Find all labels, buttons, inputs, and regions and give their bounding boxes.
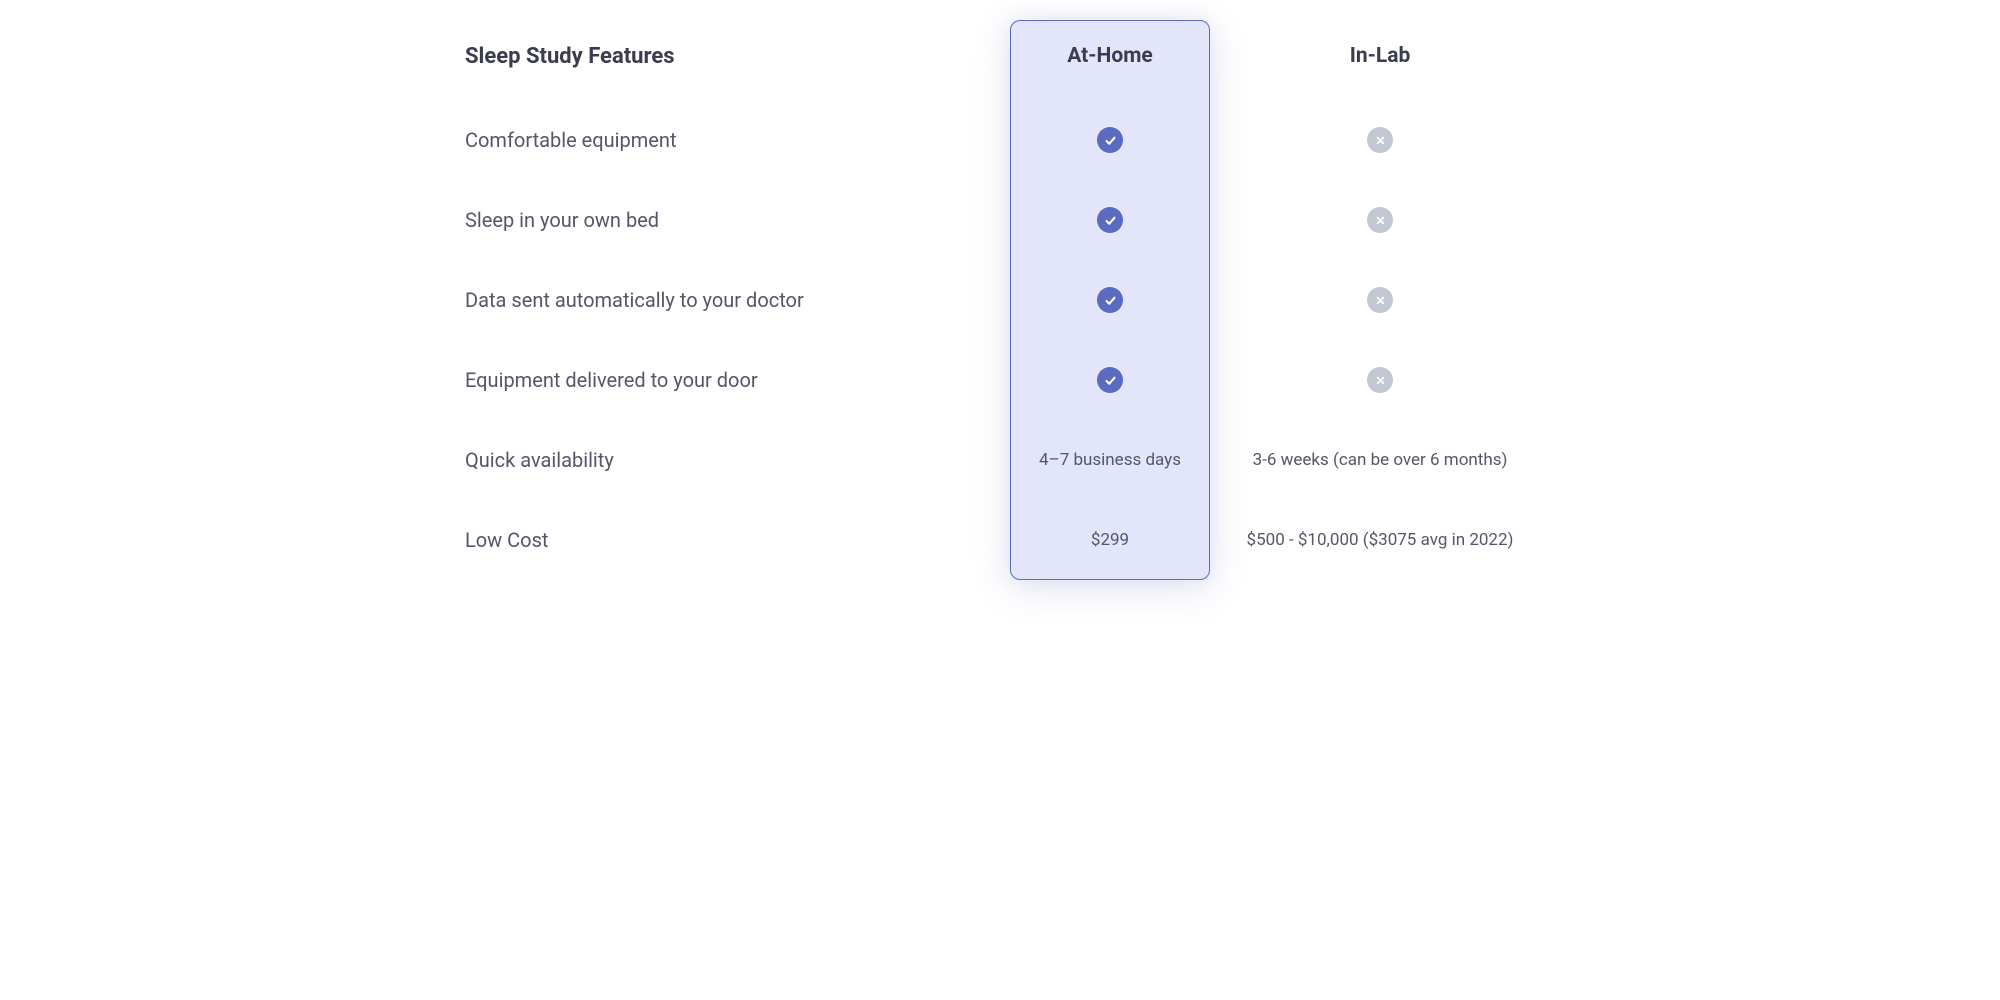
feature-label: Quick availability	[450, 448, 1010, 472]
comparison-table: Sleep Study Features At-Home In-Lab Comf…	[450, 20, 1550, 580]
in-lab-cell	[1210, 207, 1550, 233]
table-row: Quick availability 4–7 business days 3-6 w…	[450, 420, 1550, 500]
table-row: Low Cost $299 $500 - $10,000 ($3075 avg in…	[450, 500, 1550, 580]
check-icon	[1097, 287, 1123, 313]
cross-icon	[1367, 367, 1393, 393]
header-features: Sleep Study Features	[450, 44, 1010, 69]
at-home-cell	[1010, 367, 1210, 393]
at-home-cell: $299	[1010, 529, 1210, 552]
in-lab-cell	[1210, 287, 1550, 313]
header-at-home: At-Home	[1010, 44, 1210, 68]
check-icon	[1097, 127, 1123, 153]
table-row: Data sent automatically to your doctor	[450, 260, 1550, 340]
table-header-row: Sleep Study Features At-Home In-Lab	[450, 20, 1550, 100]
table-row: Equipment delivered to your door	[450, 340, 1550, 420]
at-home-cell: 4–7 business days	[1010, 449, 1210, 472]
in-lab-cell	[1210, 127, 1550, 153]
table-row: Comfortable equipment	[450, 100, 1550, 180]
cross-icon	[1367, 207, 1393, 233]
cross-icon	[1367, 127, 1393, 153]
feature-label: Low Cost	[450, 528, 1010, 552]
in-lab-cell: $500 - $10,000 ($3075 avg in 2022)	[1210, 529, 1550, 552]
feature-label: Data sent automatically to your doctor	[450, 288, 1010, 312]
in-lab-text: $500 - $10,000 ($3075 avg in 2022)	[1247, 530, 1514, 550]
cross-icon	[1367, 287, 1393, 313]
check-icon	[1097, 207, 1123, 233]
feature-label: Comfortable equipment	[450, 128, 1010, 152]
in-lab-cell: 3-6 weeks (can be over 6 months)	[1210, 449, 1550, 472]
in-lab-text: 3-6 weeks (can be over 6 months)	[1253, 450, 1508, 470]
at-home-cell	[1010, 127, 1210, 153]
feature-label: Equipment delivered to your door	[450, 368, 1010, 392]
check-icon	[1097, 367, 1123, 393]
feature-label: Sleep in your own bed	[450, 208, 1010, 232]
at-home-cell	[1010, 207, 1210, 233]
at-home-text: $299	[1091, 530, 1129, 550]
header-in-lab: In-Lab	[1210, 44, 1550, 68]
table-row: Sleep in your own bed	[450, 180, 1550, 260]
at-home-cell	[1010, 287, 1210, 313]
at-home-text: 4–7 business days	[1039, 450, 1181, 470]
in-lab-cell	[1210, 367, 1550, 393]
